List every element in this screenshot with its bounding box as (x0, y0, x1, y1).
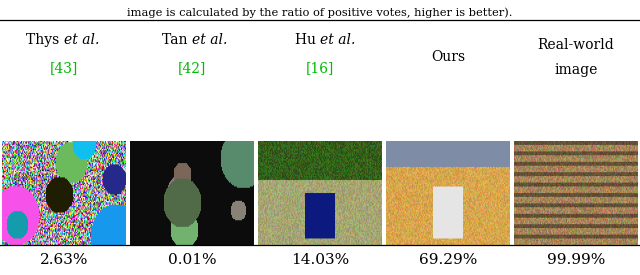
Text: image is calculated by the ratio of positive votes, higher is better).: image is calculated by the ratio of posi… (127, 7, 513, 18)
Text: 99.99%: 99.99% (547, 253, 605, 267)
Text: et al.: et al. (320, 33, 355, 47)
Text: [16]: [16] (306, 61, 334, 75)
Text: et al.: et al. (64, 33, 99, 47)
Text: Hu: Hu (294, 33, 320, 47)
Text: [42]: [42] (178, 61, 206, 75)
Text: et al.: et al. (192, 33, 227, 47)
Text: [43]: [43] (50, 61, 78, 75)
Text: image: image (554, 63, 598, 77)
Text: Thys: Thys (26, 33, 64, 47)
Text: Ours: Ours (431, 50, 465, 64)
Text: 69.29%: 69.29% (419, 253, 477, 267)
Text: 14.03%: 14.03% (291, 253, 349, 267)
Text: Tan: Tan (162, 33, 192, 47)
Text: 2.63%: 2.63% (40, 253, 88, 267)
Text: 0.01%: 0.01% (168, 253, 216, 267)
Text: Real-world: Real-world (538, 38, 614, 52)
